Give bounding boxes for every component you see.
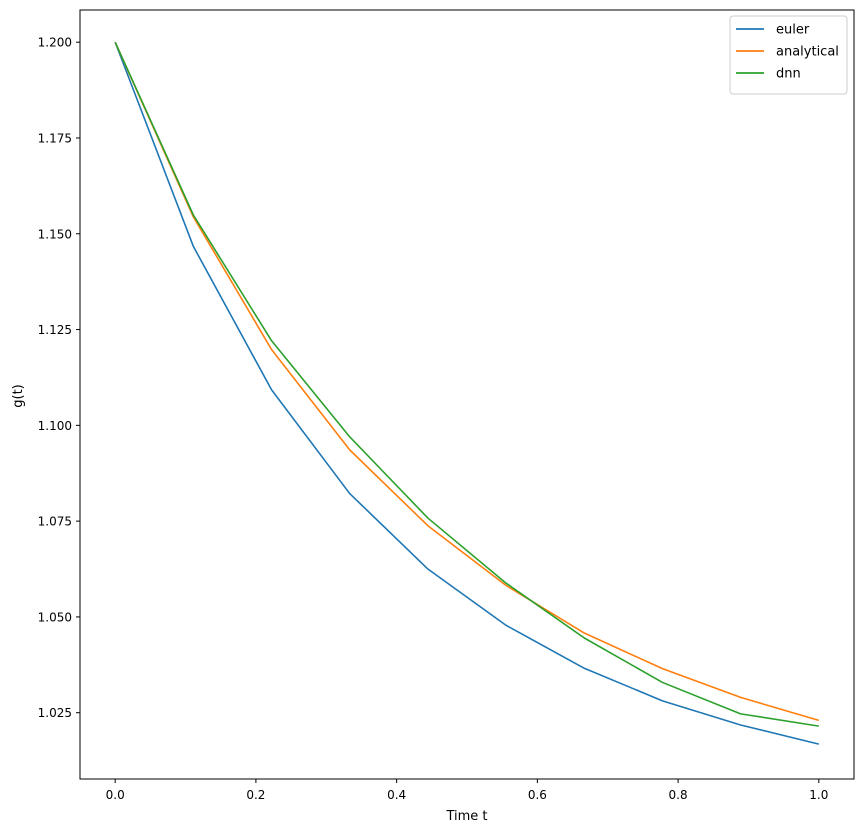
x-tick-label: 0.4 (387, 788, 406, 802)
y-axis-ticks: 1.025 1.050 1.075 1.100 1.125 1.150 1.175 1.200 (38, 36, 80, 720)
legend-label-euler: euler (776, 23, 810, 38)
x-tick-label: 0.6 (528, 788, 547, 802)
y-tick-label: 1.150 (38, 227, 72, 241)
axes-frame (79, 9, 855, 780)
legend: euler analytical dnn (729, 15, 848, 95)
x-tick-label: 1.0 (809, 788, 828, 802)
y-tick-label: 1.100 (38, 419, 72, 433)
x-tick-label: 0.0 (106, 788, 125, 802)
series-line-euler (114, 41, 820, 745)
y-tick-label: 1.200 (38, 36, 72, 50)
x-tick-label: 0.8 (669, 788, 688, 802)
x-axis-label: Time t (445, 809, 487, 824)
series-lines (114, 41, 820, 745)
y-tick-label: 1.025 (38, 706, 72, 720)
series-line-dnn (114, 41, 819, 727)
y-tick-label: 1.175 (38, 131, 72, 145)
x-axis-ticks: 0.0 0.2 0.4 0.6 0.8 1.0 (106, 779, 828, 802)
x-tick-label: 0.2 (246, 788, 265, 802)
legend-label-analytical: analytical (776, 45, 839, 60)
legend-label-dnn: dnn (776, 67, 801, 82)
y-tick-label: 1.075 (38, 515, 72, 529)
axes (79, 9, 855, 780)
legend-box (729, 15, 848, 95)
y-tick-label: 1.050 (38, 610, 72, 624)
series-line-analytical (114, 41, 820, 722)
y-tick-label: 1.125 (38, 323, 72, 337)
y-axis-label: g(t) (11, 384, 26, 408)
